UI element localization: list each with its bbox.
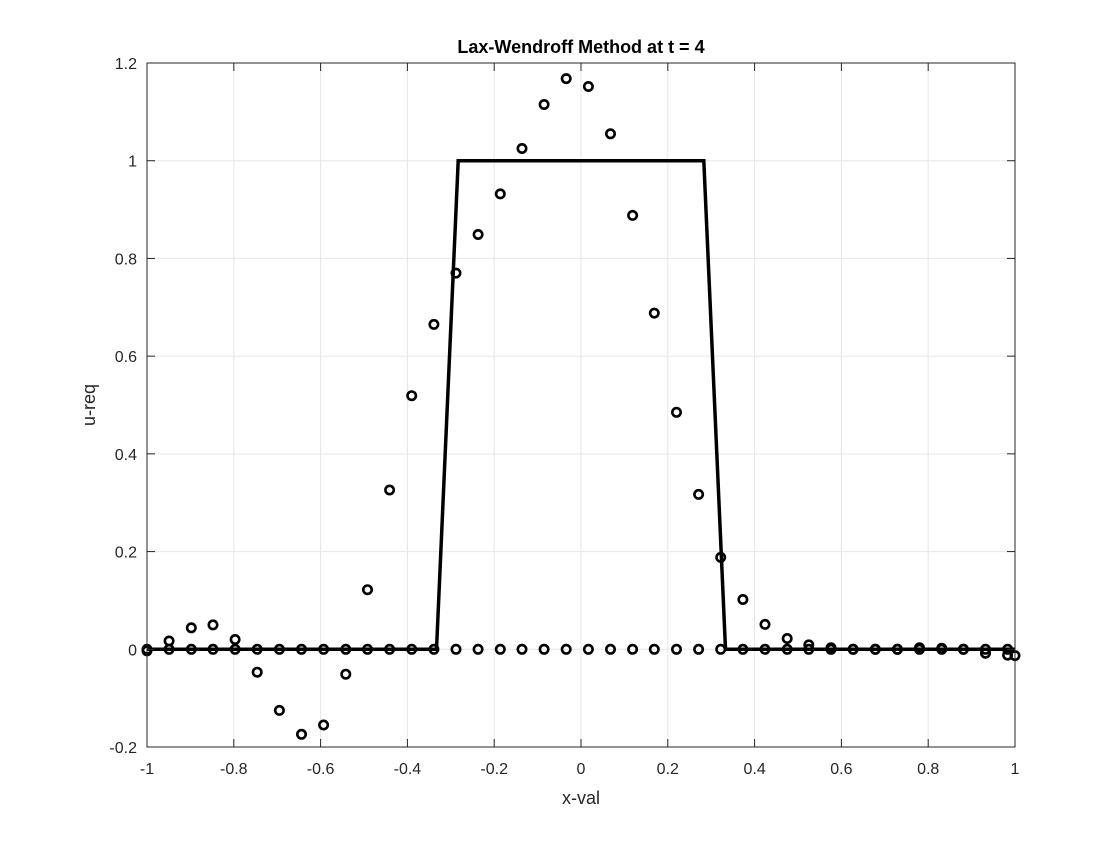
data-point bbox=[715, 643, 727, 655]
data-point bbox=[759, 618, 771, 630]
data-point bbox=[825, 643, 837, 655]
y-tick-label: 1 bbox=[128, 154, 137, 171]
data-point bbox=[361, 643, 373, 655]
x-tick-label: -1 bbox=[140, 761, 154, 778]
data-point bbox=[516, 143, 528, 155]
data-point bbox=[163, 643, 175, 655]
data-point bbox=[560, 643, 572, 655]
data-point bbox=[318, 643, 330, 655]
data-point bbox=[538, 643, 550, 655]
data-point bbox=[648, 643, 660, 655]
data-point bbox=[384, 643, 396, 655]
exact-solution-line bbox=[147, 158, 1015, 652]
data-point bbox=[185, 643, 197, 655]
data-point bbox=[936, 643, 948, 655]
data-point bbox=[185, 622, 197, 634]
data-point bbox=[428, 318, 440, 330]
data-point bbox=[229, 643, 241, 655]
x-tick-label: 1 bbox=[1011, 761, 1020, 778]
data-point bbox=[737, 593, 749, 605]
data-point bbox=[450, 643, 462, 655]
data-point bbox=[406, 390, 418, 402]
data-point bbox=[627, 209, 639, 221]
y-tick-label: 1.2 bbox=[115, 56, 137, 73]
data-point bbox=[450, 267, 462, 279]
data-point bbox=[604, 128, 616, 140]
data-point bbox=[781, 632, 793, 644]
tick-labels: -1 -0.8 -0.6 -0.4 -0.2 0 0.2 0.4 0.6 0.8 1 -0.2 0 0.2… bbox=[109, 56, 1019, 778]
data-point bbox=[273, 643, 285, 655]
y-tick-label: 0 bbox=[128, 642, 137, 659]
data-point bbox=[273, 704, 285, 716]
data-point bbox=[693, 643, 705, 655]
data-point bbox=[582, 81, 594, 93]
x-tick-label: 0 bbox=[577, 761, 586, 778]
data-point bbox=[384, 484, 396, 496]
x-tick-label: 0.8 bbox=[917, 761, 939, 778]
y-tick-label: -0.2 bbox=[109, 740, 137, 757]
data-point bbox=[472, 643, 484, 655]
data-point bbox=[251, 643, 263, 655]
ticks bbox=[146, 62, 1016, 748]
data-point bbox=[251, 666, 263, 678]
data-point bbox=[869, 643, 881, 655]
data-point bbox=[715, 551, 727, 563]
x-tick-label: 0.2 bbox=[657, 761, 679, 778]
x-tick-label: 0.6 bbox=[830, 761, 852, 778]
data-point bbox=[340, 668, 352, 680]
data-point bbox=[361, 584, 373, 596]
data-point bbox=[913, 643, 925, 655]
data-point bbox=[670, 406, 682, 418]
x-tick-label: -0.2 bbox=[480, 761, 508, 778]
data-point bbox=[891, 643, 903, 655]
x-tick-label: -0.4 bbox=[394, 761, 422, 778]
data-point bbox=[803, 643, 815, 655]
data-point bbox=[516, 643, 528, 655]
data-point bbox=[979, 647, 991, 659]
data-point bbox=[979, 643, 991, 655]
data-point bbox=[803, 639, 815, 651]
data-point bbox=[847, 643, 859, 655]
chart-title: Lax-Wendroff Method at t = 4 bbox=[457, 37, 704, 57]
x-tick-label: -0.6 bbox=[307, 761, 335, 778]
series-layer bbox=[141, 73, 1021, 740]
data-point bbox=[538, 99, 550, 111]
data-point bbox=[737, 643, 749, 655]
x-tick-label: 0.4 bbox=[743, 761, 765, 778]
data-point bbox=[670, 643, 682, 655]
data-point bbox=[229, 633, 241, 645]
data-point bbox=[406, 643, 418, 655]
data-point bbox=[627, 643, 639, 655]
data-point bbox=[295, 728, 307, 740]
y-tick-label: 0.8 bbox=[115, 251, 137, 268]
data-point bbox=[494, 643, 506, 655]
y-tick-label: 0.4 bbox=[115, 447, 137, 464]
x-axis-label: x-val bbox=[562, 788, 600, 808]
data-point bbox=[957, 643, 969, 655]
data-point bbox=[604, 643, 616, 655]
data-point bbox=[494, 188, 506, 200]
y-tick-label: 0.2 bbox=[115, 545, 137, 562]
y-tick-label: 0.6 bbox=[115, 349, 137, 366]
x-tick-label: -0.8 bbox=[220, 761, 248, 778]
data-point bbox=[295, 643, 307, 655]
data-point bbox=[781, 643, 793, 655]
data-point bbox=[759, 643, 771, 655]
data-point bbox=[582, 643, 594, 655]
data-point bbox=[207, 619, 219, 631]
data-point bbox=[428, 643, 440, 655]
data-point bbox=[472, 229, 484, 241]
data-point bbox=[560, 73, 572, 85]
data-point bbox=[693, 488, 705, 500]
data-point bbox=[340, 643, 352, 655]
y-axis-label: u-req bbox=[79, 384, 99, 426]
data-point bbox=[207, 643, 219, 655]
data-point bbox=[318, 719, 330, 731]
data-point bbox=[648, 307, 660, 319]
